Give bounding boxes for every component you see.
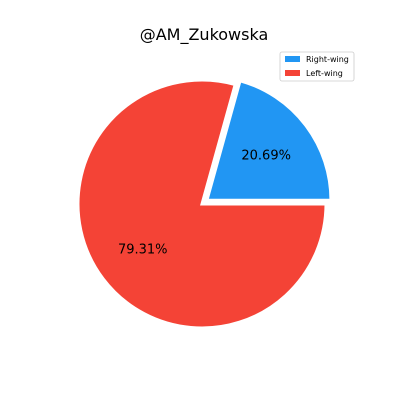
pie-slice-right-wing (204, 78, 333, 202)
slice-label-left-wing: 79.31% (118, 243, 168, 258)
legend-label-left-wing: Left-wing (306, 69, 343, 78)
legend-swatch-left-wing (285, 70, 300, 76)
chart-title: @AM_Zukowska (140, 25, 269, 45)
legend-swatch-right-wing (285, 56, 300, 62)
pie-slice-left-wing (76, 78, 328, 330)
slice-label-right-wing: 20.69% (241, 149, 291, 164)
pie-slice-labels: 20.69% 79.31% (118, 149, 291, 258)
legend-label-right-wing: Right-wing (306, 55, 349, 64)
legend: Right-wing Left-wing (279, 51, 355, 82)
pie-slices (76, 78, 333, 330)
